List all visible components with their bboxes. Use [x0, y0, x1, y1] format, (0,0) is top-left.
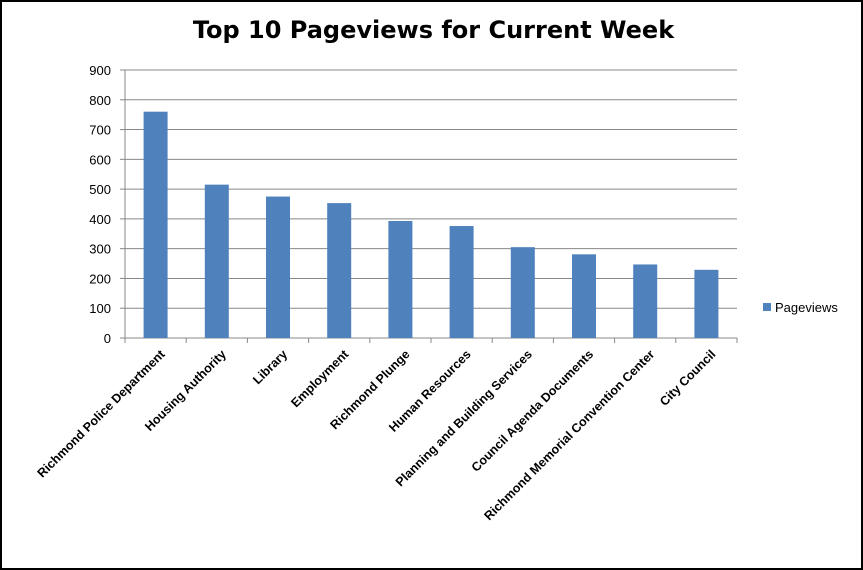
x-category-label: Richmond Police Department	[35, 347, 169, 481]
chart-title: Top 10 Pageviews for Current Week	[192, 16, 675, 44]
bar-2	[204, 184, 229, 338]
y-tick-label: 100	[89, 301, 111, 316]
y-tick-label: 900	[89, 63, 111, 78]
y-tick-label: 600	[89, 152, 111, 167]
bar-6	[449, 226, 474, 338]
bar-3	[266, 196, 290, 338]
x-category-label: Council Agenda Documents	[469, 347, 596, 474]
y-tick-label: 500	[89, 182, 111, 197]
x-category-label: Employment	[288, 347, 352, 411]
y-tick-label: 200	[89, 271, 111, 286]
y-tick-label: 800	[89, 93, 111, 108]
legend-label: Pageviews	[775, 300, 838, 315]
legend-swatch	[763, 303, 771, 311]
x-category-label: City Council	[657, 347, 718, 408]
y-tick-label: 700	[89, 123, 111, 138]
bar-7	[510, 247, 535, 338]
x-category-label: Planning and Building Services	[393, 347, 535, 489]
bar-4	[327, 203, 352, 338]
bar-9	[633, 264, 658, 338]
y-tick-label: 400	[89, 212, 111, 227]
bar-8	[572, 254, 596, 338]
y-tick-label: 300	[89, 242, 111, 257]
bar-5	[388, 220, 413, 338]
y-tick-label: 0	[104, 331, 111, 346]
bar-10	[694, 269, 719, 338]
x-category-label: Library	[250, 347, 290, 387]
bar-1	[143, 111, 168, 338]
